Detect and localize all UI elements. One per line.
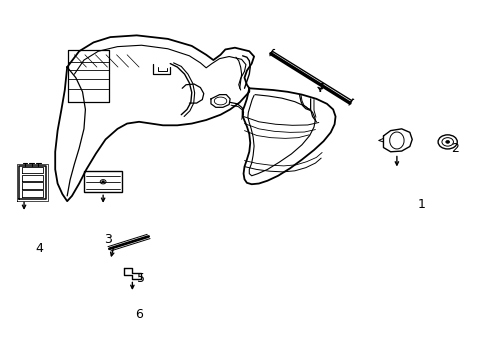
Text: 2: 2 <box>450 142 458 155</box>
Text: 1: 1 <box>417 198 425 211</box>
Bar <box>84 171 122 192</box>
Text: 3: 3 <box>104 234 112 247</box>
Circle shape <box>445 140 448 143</box>
Text: 6: 6 <box>135 307 142 320</box>
Circle shape <box>102 181 104 183</box>
Text: 5: 5 <box>137 272 145 285</box>
Text: 4: 4 <box>36 242 43 255</box>
Text: 7: 7 <box>317 82 325 95</box>
